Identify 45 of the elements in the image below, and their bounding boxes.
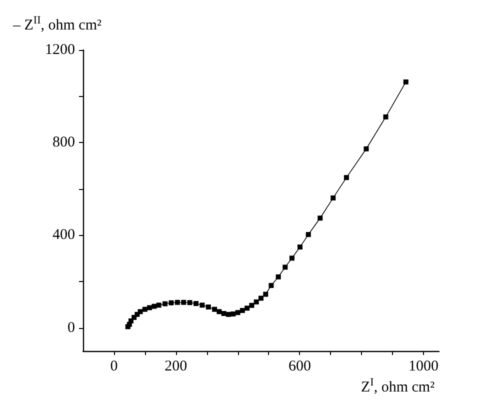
point: [318, 216, 323, 221]
point: [156, 302, 162, 308]
point: [344, 175, 349, 180]
point: [244, 306, 250, 311]
point: [289, 256, 294, 261]
point: [152, 304, 157, 309]
y-tick-label: 0: [68, 320, 75, 336]
y-tick-label: 1200: [45, 42, 75, 58]
point: [240, 308, 245, 313]
y-tick-label: 800: [52, 134, 75, 151]
point: [221, 310, 226, 316]
point: [268, 282, 274, 288]
x-tick-label: 1000: [408, 358, 439, 374]
point: [254, 299, 259, 304]
point: [258, 296, 264, 301]
point: [142, 306, 148, 312]
point: [364, 146, 369, 152]
point: [230, 311, 236, 316]
x-tick-label: 200: [164, 358, 188, 374]
x-tick-label: 0: [110, 358, 118, 374]
point: [187, 300, 192, 306]
point: [330, 195, 336, 200]
point: [226, 312, 231, 317]
point: [147, 305, 152, 310]
point: [249, 302, 254, 308]
point: [403, 79, 408, 84]
point: [282, 264, 288, 270]
point: [174, 300, 180, 305]
point: [162, 301, 168, 306]
point: [263, 292, 268, 297]
point: [206, 304, 211, 310]
point: [383, 114, 388, 120]
point: [200, 302, 205, 308]
point: [306, 232, 311, 238]
point: [276, 274, 281, 280]
point: [168, 300, 174, 306]
point: [235, 310, 240, 316]
point: [193, 301, 198, 306]
point: [181, 300, 186, 305]
point: [216, 309, 222, 314]
x-tick-label: 600: [288, 358, 311, 374]
y-tick-label: 400: [52, 227, 75, 244]
point: [298, 244, 303, 250]
point: [138, 309, 143, 314]
point: [212, 306, 218, 312]
